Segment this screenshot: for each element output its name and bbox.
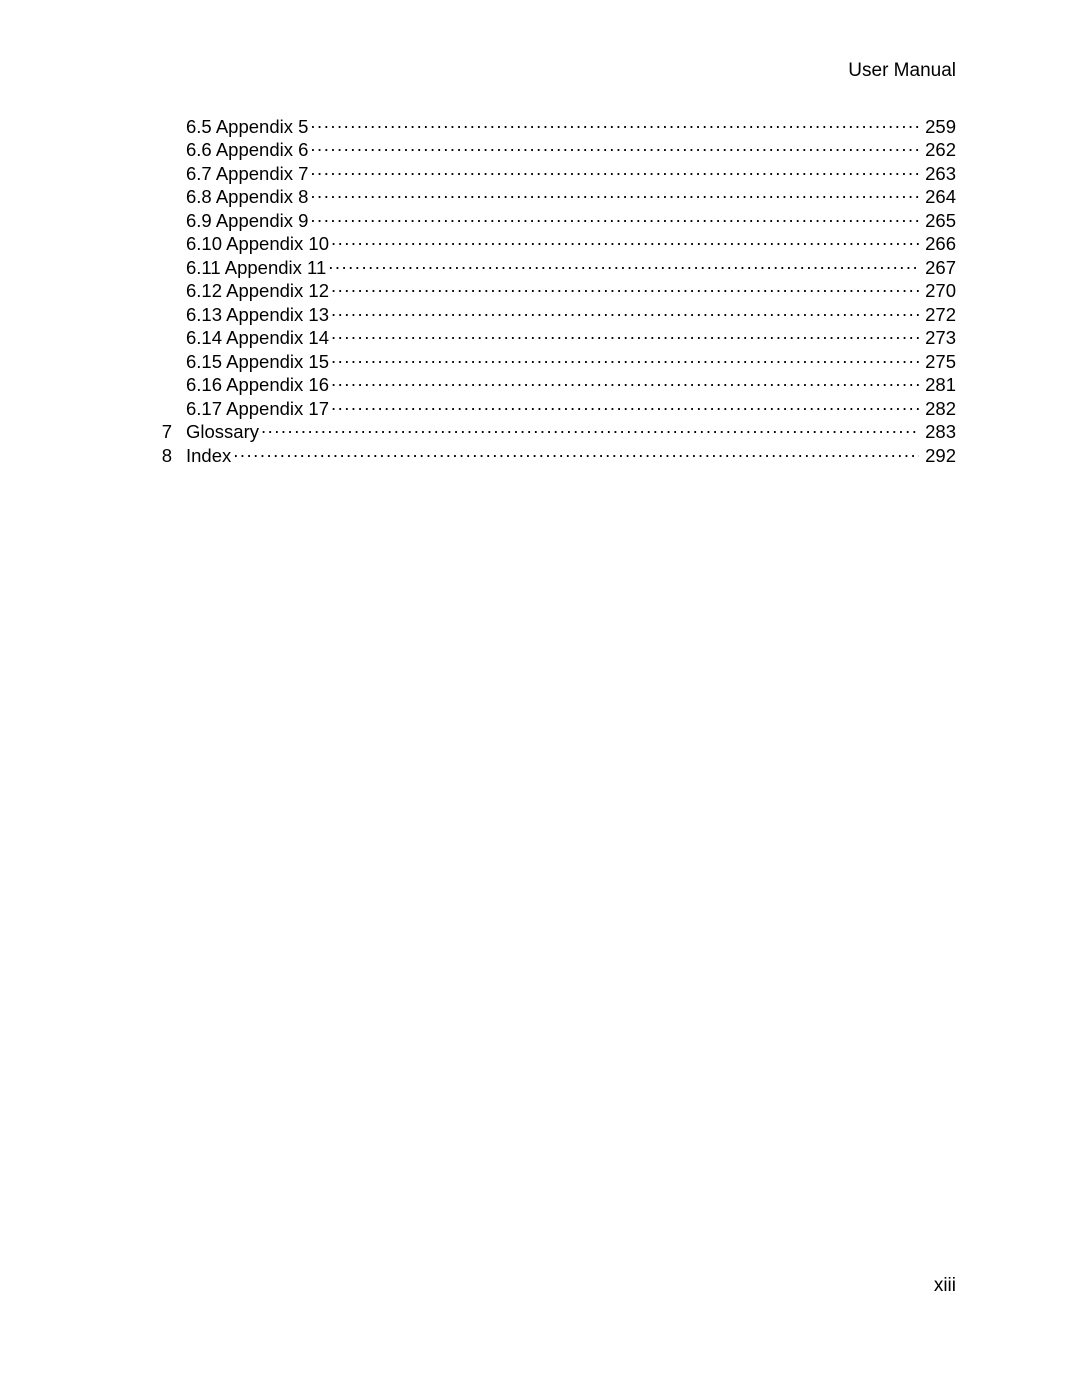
toc-entry-page: 282	[921, 398, 956, 420]
toc-entry: 6.12 Appendix 12 270	[136, 279, 956, 303]
toc-entry: 6.5 Appendix 5 259	[136, 114, 956, 138]
toc-entry-title: 6.5 Appendix 5	[186, 116, 308, 138]
toc-entry: 6.6 Appendix 6 262	[136, 138, 956, 162]
toc-entry-title: 6.10 Appendix 10	[186, 233, 329, 255]
toc-entry-title: Glossary	[186, 421, 259, 443]
toc-entry-title: 6.12 Appendix 12	[186, 280, 329, 302]
toc-entry: 6.15 Appendix 15 275	[136, 349, 956, 373]
toc-entry-page: 283	[921, 421, 956, 443]
toc-entry: 6.10 Appendix 10 266	[136, 232, 956, 256]
toc-leader-dots	[331, 396, 919, 415]
toc-leader-dots	[233, 443, 919, 462]
toc-leader-dots	[310, 161, 919, 180]
toc-entry-page: 273	[921, 327, 956, 349]
toc-entry-page: 265	[921, 210, 956, 232]
toc-entry-page: 264	[921, 186, 956, 208]
toc-leader-dots	[331, 279, 919, 298]
toc-entry: 6.17 Appendix 17 282	[136, 396, 956, 420]
toc-entry-title: 6.7 Appendix 7	[186, 163, 308, 185]
toc-entry-title: 6.6 Appendix 6	[186, 139, 308, 161]
toc-entry: 8 Index 292	[136, 443, 956, 467]
toc-leader-dots	[331, 373, 919, 392]
toc-leader-dots	[261, 420, 919, 439]
toc-chapter-number: 8	[136, 445, 186, 467]
toc-entry-page: 275	[921, 351, 956, 373]
toc-entry-page: 259	[921, 116, 956, 138]
toc-leader-dots	[331, 302, 919, 321]
toc-chapter-number: 7	[136, 421, 186, 443]
toc-entry-page: 267	[921, 257, 956, 279]
page-number: xiii	[934, 1275, 956, 1297]
toc-entry-page: 270	[921, 280, 956, 302]
toc-entry-title: 6.13 Appendix 13	[186, 304, 329, 326]
toc-leader-dots	[331, 349, 919, 368]
toc-leader-dots	[310, 138, 919, 157]
toc-entry-page: 263	[921, 163, 956, 185]
toc-entry: 7 Glossary 283	[136, 420, 956, 444]
toc-entry: 6.14 Appendix 14 273	[136, 326, 956, 350]
toc-leader-dots	[331, 232, 919, 251]
toc-entry: 6.7 Appendix 7 263	[136, 161, 956, 185]
table-of-contents: 6.5 Appendix 5 259 6.6 Appendix 6 262 6.…	[136, 114, 956, 467]
toc-entry-title: 6.14 Appendix 14	[186, 327, 329, 349]
toc-entry: 6.13 Appendix 13 272	[136, 302, 956, 326]
toc-entry: 6.8 Appendix 8 264	[136, 185, 956, 209]
toc-entry: 6.11 Appendix 11 267	[136, 255, 956, 279]
toc-entry-title: 6.9 Appendix 9	[186, 210, 308, 232]
toc-entry-title: 6.17 Appendix 17	[186, 398, 329, 420]
toc-entry-page: 266	[921, 233, 956, 255]
toc-entry-page: 272	[921, 304, 956, 326]
toc-entry: 6.9 Appendix 9 265	[136, 208, 956, 232]
toc-leader-dots	[328, 255, 919, 274]
toc-entry: 6.16 Appendix 16 281	[136, 373, 956, 397]
toc-leader-dots	[310, 114, 919, 133]
toc-leader-dots	[331, 326, 919, 345]
page: User Manual 6.5 Appendix 5 259 6.6 Appen…	[0, 0, 1080, 1397]
toc-entry-page: 262	[921, 139, 956, 161]
toc-entry-title: 6.8 Appendix 8	[186, 186, 308, 208]
toc-entry-page: 292	[921, 445, 956, 467]
toc-entry-title: 6.15 Appendix 15	[186, 351, 329, 373]
toc-entry-title: 6.16 Appendix 16	[186, 374, 329, 396]
toc-entry-title: Index	[186, 445, 231, 467]
toc-leader-dots	[310, 208, 919, 227]
toc-leader-dots	[310, 185, 919, 204]
toc-entry-title: 6.11 Appendix 11	[186, 257, 326, 279]
toc-entry-page: 281	[921, 374, 956, 396]
header-title: User Manual	[848, 60, 956, 82]
